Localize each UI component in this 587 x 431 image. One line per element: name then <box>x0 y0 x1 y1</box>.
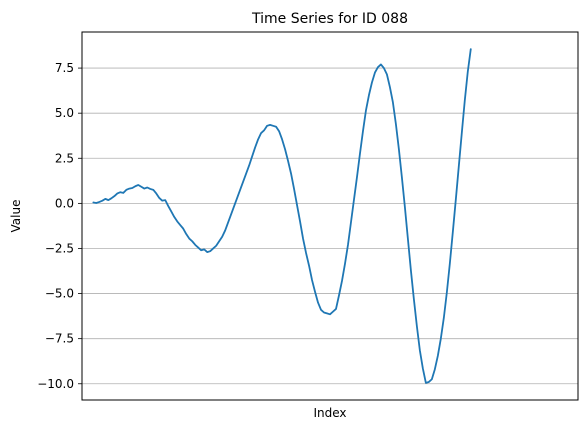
y-tick-label: 2.5 <box>55 151 74 165</box>
x-axis-label: Index <box>313 406 346 420</box>
y-tick-label: 5.0 <box>55 106 74 120</box>
y-axis-ticks: −10.0 −7.5 −5.0 −2.5 0.0 2.5 5.0 7.5 <box>37 61 82 391</box>
series-layer <box>92 48 472 384</box>
gridlines <box>82 67 578 385</box>
y-tick-label: −2.5 <box>45 241 74 255</box>
series-line <box>92 48 472 384</box>
y-tick-label: 7.5 <box>55 61 74 75</box>
y-axis-label: Value <box>9 200 23 233</box>
axes-frame <box>81 31 579 401</box>
plot-area <box>82 32 578 400</box>
y-tick-label: −5.0 <box>45 287 74 301</box>
chart-title: Time Series for ID 088 <box>251 11 408 27</box>
y-tick-label: −10.0 <box>37 377 74 391</box>
y-tick-label: −7.5 <box>45 332 74 346</box>
y-tick-label: 0.0 <box>55 196 74 210</box>
